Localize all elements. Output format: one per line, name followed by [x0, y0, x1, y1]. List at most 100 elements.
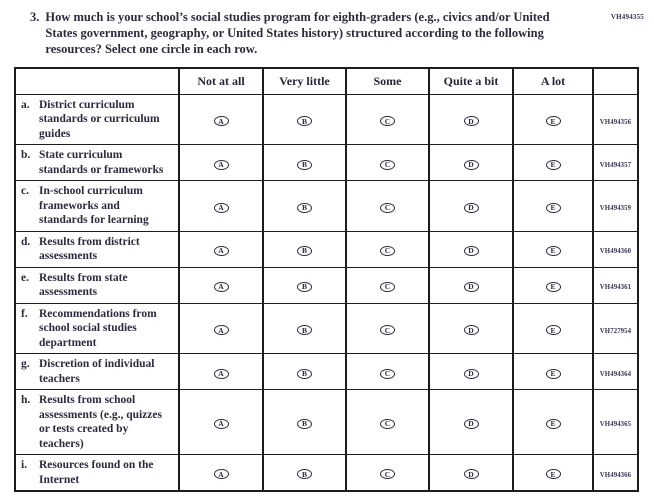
row-label-cell: c. In-school curriculum frameworks and st…	[14, 180, 180, 232]
radio-circle-d[interactable]: D	[463, 368, 479, 379]
option-cell: A	[178, 93, 264, 146]
option-cell: A	[178, 454, 264, 492]
radio-circle-b[interactable]: B	[297, 282, 312, 293]
option-cell: B	[262, 389, 347, 456]
radio-circle-b[interactable]: B	[297, 116, 312, 127]
row-code: VH494356	[599, 118, 632, 126]
row-label-cell: d. Results from district assessments	[14, 230, 180, 268]
row-code: VH494365	[599, 421, 632, 429]
radio-circle-a[interactable]: A	[213, 159, 229, 170]
radio-circle-e[interactable]: E	[545, 246, 561, 257]
option-cell: B	[262, 144, 347, 182]
radio-circle-e[interactable]: E	[545, 469, 561, 480]
radio-circle-c[interactable]: C	[380, 116, 395, 127]
radio-circle-e[interactable]: E	[545, 282, 561, 293]
code-column-header-cell	[592, 67, 639, 95]
option-cell: C	[345, 93, 430, 146]
row-code: VH494359	[599, 205, 632, 213]
radio-circle-a[interactable]: A	[213, 418, 229, 429]
radio-circle-c[interactable]: C	[380, 325, 395, 336]
radio-circle-a[interactable]: A	[213, 368, 229, 379]
radio-circle-d[interactable]: D	[463, 202, 479, 213]
response-matrix-table: Not at all Very little Some Quite a bit …	[14, 67, 639, 493]
question-block: 3. How much is your school’s social stud…	[30, 9, 575, 57]
radio-circle-e[interactable]: E	[545, 116, 561, 127]
radio-circle-b[interactable]: B	[297, 418, 312, 429]
option-cell: D	[428, 230, 514, 268]
radio-circle-d[interactable]: D	[463, 246, 479, 257]
column-header-some: Some	[345, 67, 430, 95]
radio-circle-a[interactable]: A	[213, 469, 229, 480]
option-cell: C	[345, 180, 430, 232]
radio-circle-b[interactable]: B	[297, 246, 312, 257]
option-cell: C	[345, 230, 430, 268]
radio-circle-c[interactable]: C	[380, 202, 395, 213]
radio-circle-b[interactable]: B	[297, 368, 312, 379]
radio-circle-e[interactable]: E	[545, 202, 561, 213]
radio-circle-b[interactable]: B	[297, 325, 312, 336]
radio-circle-c[interactable]: C	[380, 282, 395, 293]
option-cell: D	[428, 93, 514, 146]
radio-circle-b[interactable]: B	[297, 159, 312, 170]
radio-circle-a[interactable]: A	[213, 325, 229, 336]
radio-circle-e[interactable]: E	[545, 418, 561, 429]
radio-circle-c[interactable]: C	[380, 469, 395, 480]
radio-circle-a[interactable]: A	[213, 282, 229, 293]
row-letter: f.	[21, 307, 28, 320]
row-code: VH727954	[599, 327, 632, 335]
option-cell: A	[178, 230, 264, 268]
radio-circle-e[interactable]: E	[545, 325, 561, 336]
table-row-e: e. Results from state assessments A B C D…	[14, 266, 639, 304]
row-label: Results from school assessments (e.g., q…	[39, 394, 162, 450]
option-cell: D	[428, 353, 514, 391]
column-header-not-at-all: Not at all	[178, 67, 264, 95]
radio-circle-e[interactable]: E	[545, 368, 561, 379]
radio-circle-b[interactable]: B	[297, 202, 312, 213]
option-cell: D	[428, 144, 514, 182]
radio-circle-b[interactable]: B	[297, 469, 312, 480]
row-label-cell: g. Discretion of individual teachers	[14, 353, 180, 391]
row-code-cell: VH494364	[592, 353, 639, 391]
question-text-end: circle in each row.	[158, 42, 258, 56]
option-cell: D	[428, 389, 514, 456]
radio-circle-c[interactable]: C	[380, 246, 395, 257]
option-cell: B	[262, 93, 347, 146]
radio-circle-d[interactable]: D	[463, 325, 479, 336]
radio-circle-e[interactable]: E	[545, 159, 561, 170]
radio-circle-d[interactable]: D	[463, 159, 479, 170]
radio-circle-d[interactable]: D	[463, 418, 479, 429]
table-row-i: i. Resources found on the Internet A B C …	[14, 454, 639, 492]
row-code-cell: VH494361	[592, 266, 639, 304]
row-label: Results from district assessments	[39, 235, 140, 263]
option-cell: E	[512, 93, 594, 146]
radio-circle-d[interactable]: D	[463, 469, 479, 480]
table-row-h: h. Results from school assessments (e.g.,…	[14, 389, 639, 456]
radio-circle-a[interactable]: A	[213, 116, 229, 127]
radio-circle-d[interactable]: D	[463, 282, 479, 293]
column-header-very-little: Very little	[262, 67, 347, 95]
radio-circle-d[interactable]: D	[463, 116, 479, 127]
radio-circle-a[interactable]: A	[213, 246, 229, 257]
option-cell: D	[428, 302, 514, 355]
option-cell: E	[512, 266, 594, 304]
radio-circle-c[interactable]: C	[380, 418, 395, 429]
row-label-cell: a. District curriculum standards or curri…	[14, 93, 180, 146]
option-cell: B	[262, 230, 347, 268]
radio-circle-c[interactable]: C	[380, 368, 395, 379]
option-cell: A	[178, 180, 264, 232]
row-code: VH494357	[599, 161, 632, 169]
row-label: Results from state assessments	[39, 271, 128, 299]
option-cell: B	[262, 353, 347, 391]
table-row-g: g. Discretion of individual teachers A B …	[14, 353, 639, 391]
radio-circle-a[interactable]: A	[213, 202, 229, 213]
row-code-cell: VH727954	[592, 302, 639, 355]
option-cell: D	[428, 180, 514, 232]
radio-circle-c[interactable]: C	[380, 159, 395, 170]
option-cell: C	[345, 353, 430, 391]
row-label: Discretion of individual teachers	[39, 358, 155, 385]
row-code-cell: VH494365	[592, 389, 639, 456]
row-label: District curriculum standards or curricu…	[39, 99, 160, 140]
option-cell: D	[428, 454, 514, 492]
row-letter: a.	[21, 99, 30, 111]
option-cell: B	[262, 266, 347, 304]
